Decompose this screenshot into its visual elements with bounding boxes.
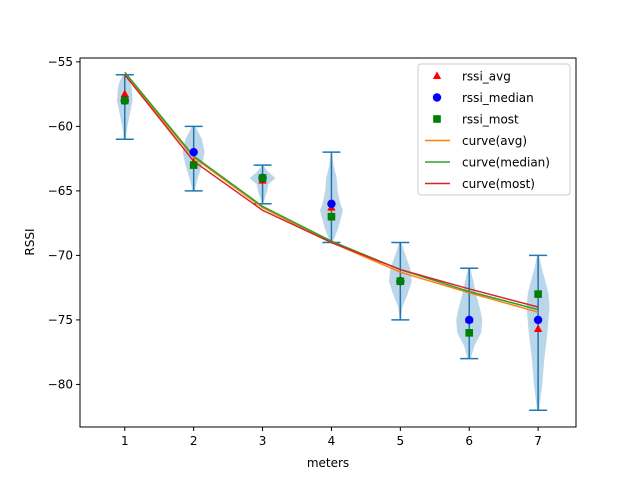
marker-rssi-median-2	[189, 147, 198, 157]
marker-rssi-median-4	[327, 199, 336, 208]
x-axis-label: meters	[307, 456, 349, 470]
x-tick-label-5: 5	[397, 434, 405, 448]
plot-frame	[79, 57, 577, 428]
x-tick-label-1: 1	[121, 434, 129, 448]
marker-rssi-most-1	[120, 96, 129, 105]
y-axis-label: RSSI	[23, 228, 37, 255]
legend-label-curve-median: curve(median)	[462, 156, 550, 170]
marker-rssi-most-4	[327, 212, 336, 221]
marker-rssi-median-6	[465, 315, 474, 325]
x-tick-label-2: 2	[190, 434, 198, 448]
marker-rssi-avg-7	[533, 324, 543, 332]
x-tick-label-3: 3	[259, 434, 267, 448]
x-tick-label-4: 4	[328, 434, 336, 448]
markers-layer	[120, 89, 543, 337]
legend-label-curve-avg: curve(avg)	[462, 134, 527, 148]
y-axis-ticks: −80 −75 −70 −65 −60 −55	[48, 55, 80, 391]
x-tick-label-7: 7	[534, 434, 542, 448]
legend-label-rssi-median: rssi_median	[462, 91, 534, 105]
legend-marker-rssi-median	[432, 93, 442, 102]
legend-label-rssi-most: rssi_most	[462, 113, 519, 127]
x-axis-ticks: 1 2 3 4 5 6 7	[121, 427, 542, 448]
y-tick-label--65: −65	[48, 184, 73, 198]
y-tick-label--75: −75	[48, 313, 73, 327]
y-tick-label--60: −60	[48, 119, 73, 133]
marker-rssi-median-7	[533, 315, 543, 325]
marker-rssi-most-2	[189, 161, 198, 169]
y-tick-label--80: −80	[48, 377, 73, 391]
marker-rssi-avg-1	[120, 89, 129, 98]
y-tick-label--55: −55	[48, 55, 73, 69]
y-tick-label--70: −70	[48, 248, 73, 262]
legend-label-rssi-avg: rssi_avg	[462, 70, 511, 84]
legend-marker-rssi-avg	[432, 71, 442, 79]
legend: rssi_avg rssi_median rssi_most curve(avg) cu…	[417, 63, 571, 196]
marker-rssi-most-3	[258, 174, 267, 182]
legend-box	[417, 63, 571, 196]
x-tick-label-6: 6	[465, 434, 473, 448]
legend-marker-rssi-most	[433, 115, 441, 123]
marker-rssi-most-5	[396, 277, 405, 286]
marker-rssi-most-7	[534, 290, 542, 298]
legend-label-curve-most: curve(most)	[462, 177, 535, 191]
marker-rssi-most-6	[465, 329, 474, 337]
